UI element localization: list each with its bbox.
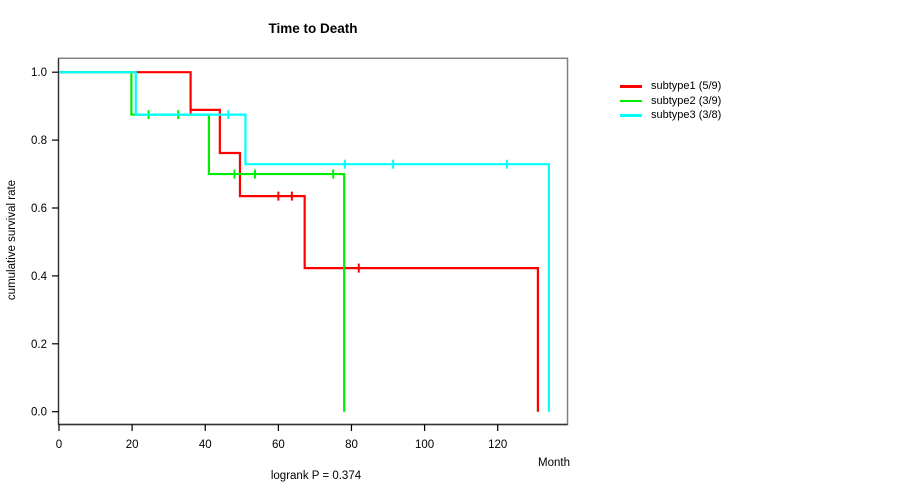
survival-curve-2	[59, 71, 346, 412]
x-tick-label: 100	[415, 439, 434, 451]
x-tick-label: 120	[488, 439, 507, 451]
legend-label: subtype1 (5/9)	[651, 80, 722, 92]
legend-item: subtype1 (5/9)	[620, 79, 721, 94]
y-tick-label: 0.2	[31, 339, 47, 351]
legend-line-swatch	[620, 85, 642, 88]
x-tick-label: 40	[199, 439, 212, 451]
legend-label: subtype3 (3/8)	[651, 109, 722, 121]
legend-line-swatch	[620, 99, 642, 102]
x-tick-label: 80	[345, 439, 358, 451]
legend-item: subtype2 (3/9)	[620, 94, 721, 109]
legend: subtype1 (5/9) subtype2 (3/9) subtype3 (3/…	[620, 79, 721, 123]
y-tick-label: 0.8	[31, 135, 47, 147]
x-tick-label: 0	[56, 439, 62, 451]
y-tick-label: 0.4	[31, 271, 48, 283]
survival-curve-1	[59, 71, 540, 412]
x-tick-label: 20	[126, 439, 139, 451]
y-tick-label: 1.0	[31, 67, 47, 79]
y-tick-label: 0.6	[31, 203, 47, 215]
y-tick-label: 0.0	[31, 407, 47, 419]
legend-line-swatch	[620, 114, 642, 117]
legend-label: subtype2 (3/9)	[651, 94, 722, 107]
survival-curve-3	[59, 71, 550, 412]
legend-item: subtype3 (3/8)	[620, 108, 721, 123]
logrank-annotation: logrank P = 0.374	[270, 470, 362, 482]
y-axis-label: cumulative survival rate	[6, 179, 18, 301]
chart-title: Time to Death	[268, 21, 358, 36]
x-tick-label: 60	[272, 439, 285, 451]
x-axis-label: Month	[538, 457, 570, 469]
